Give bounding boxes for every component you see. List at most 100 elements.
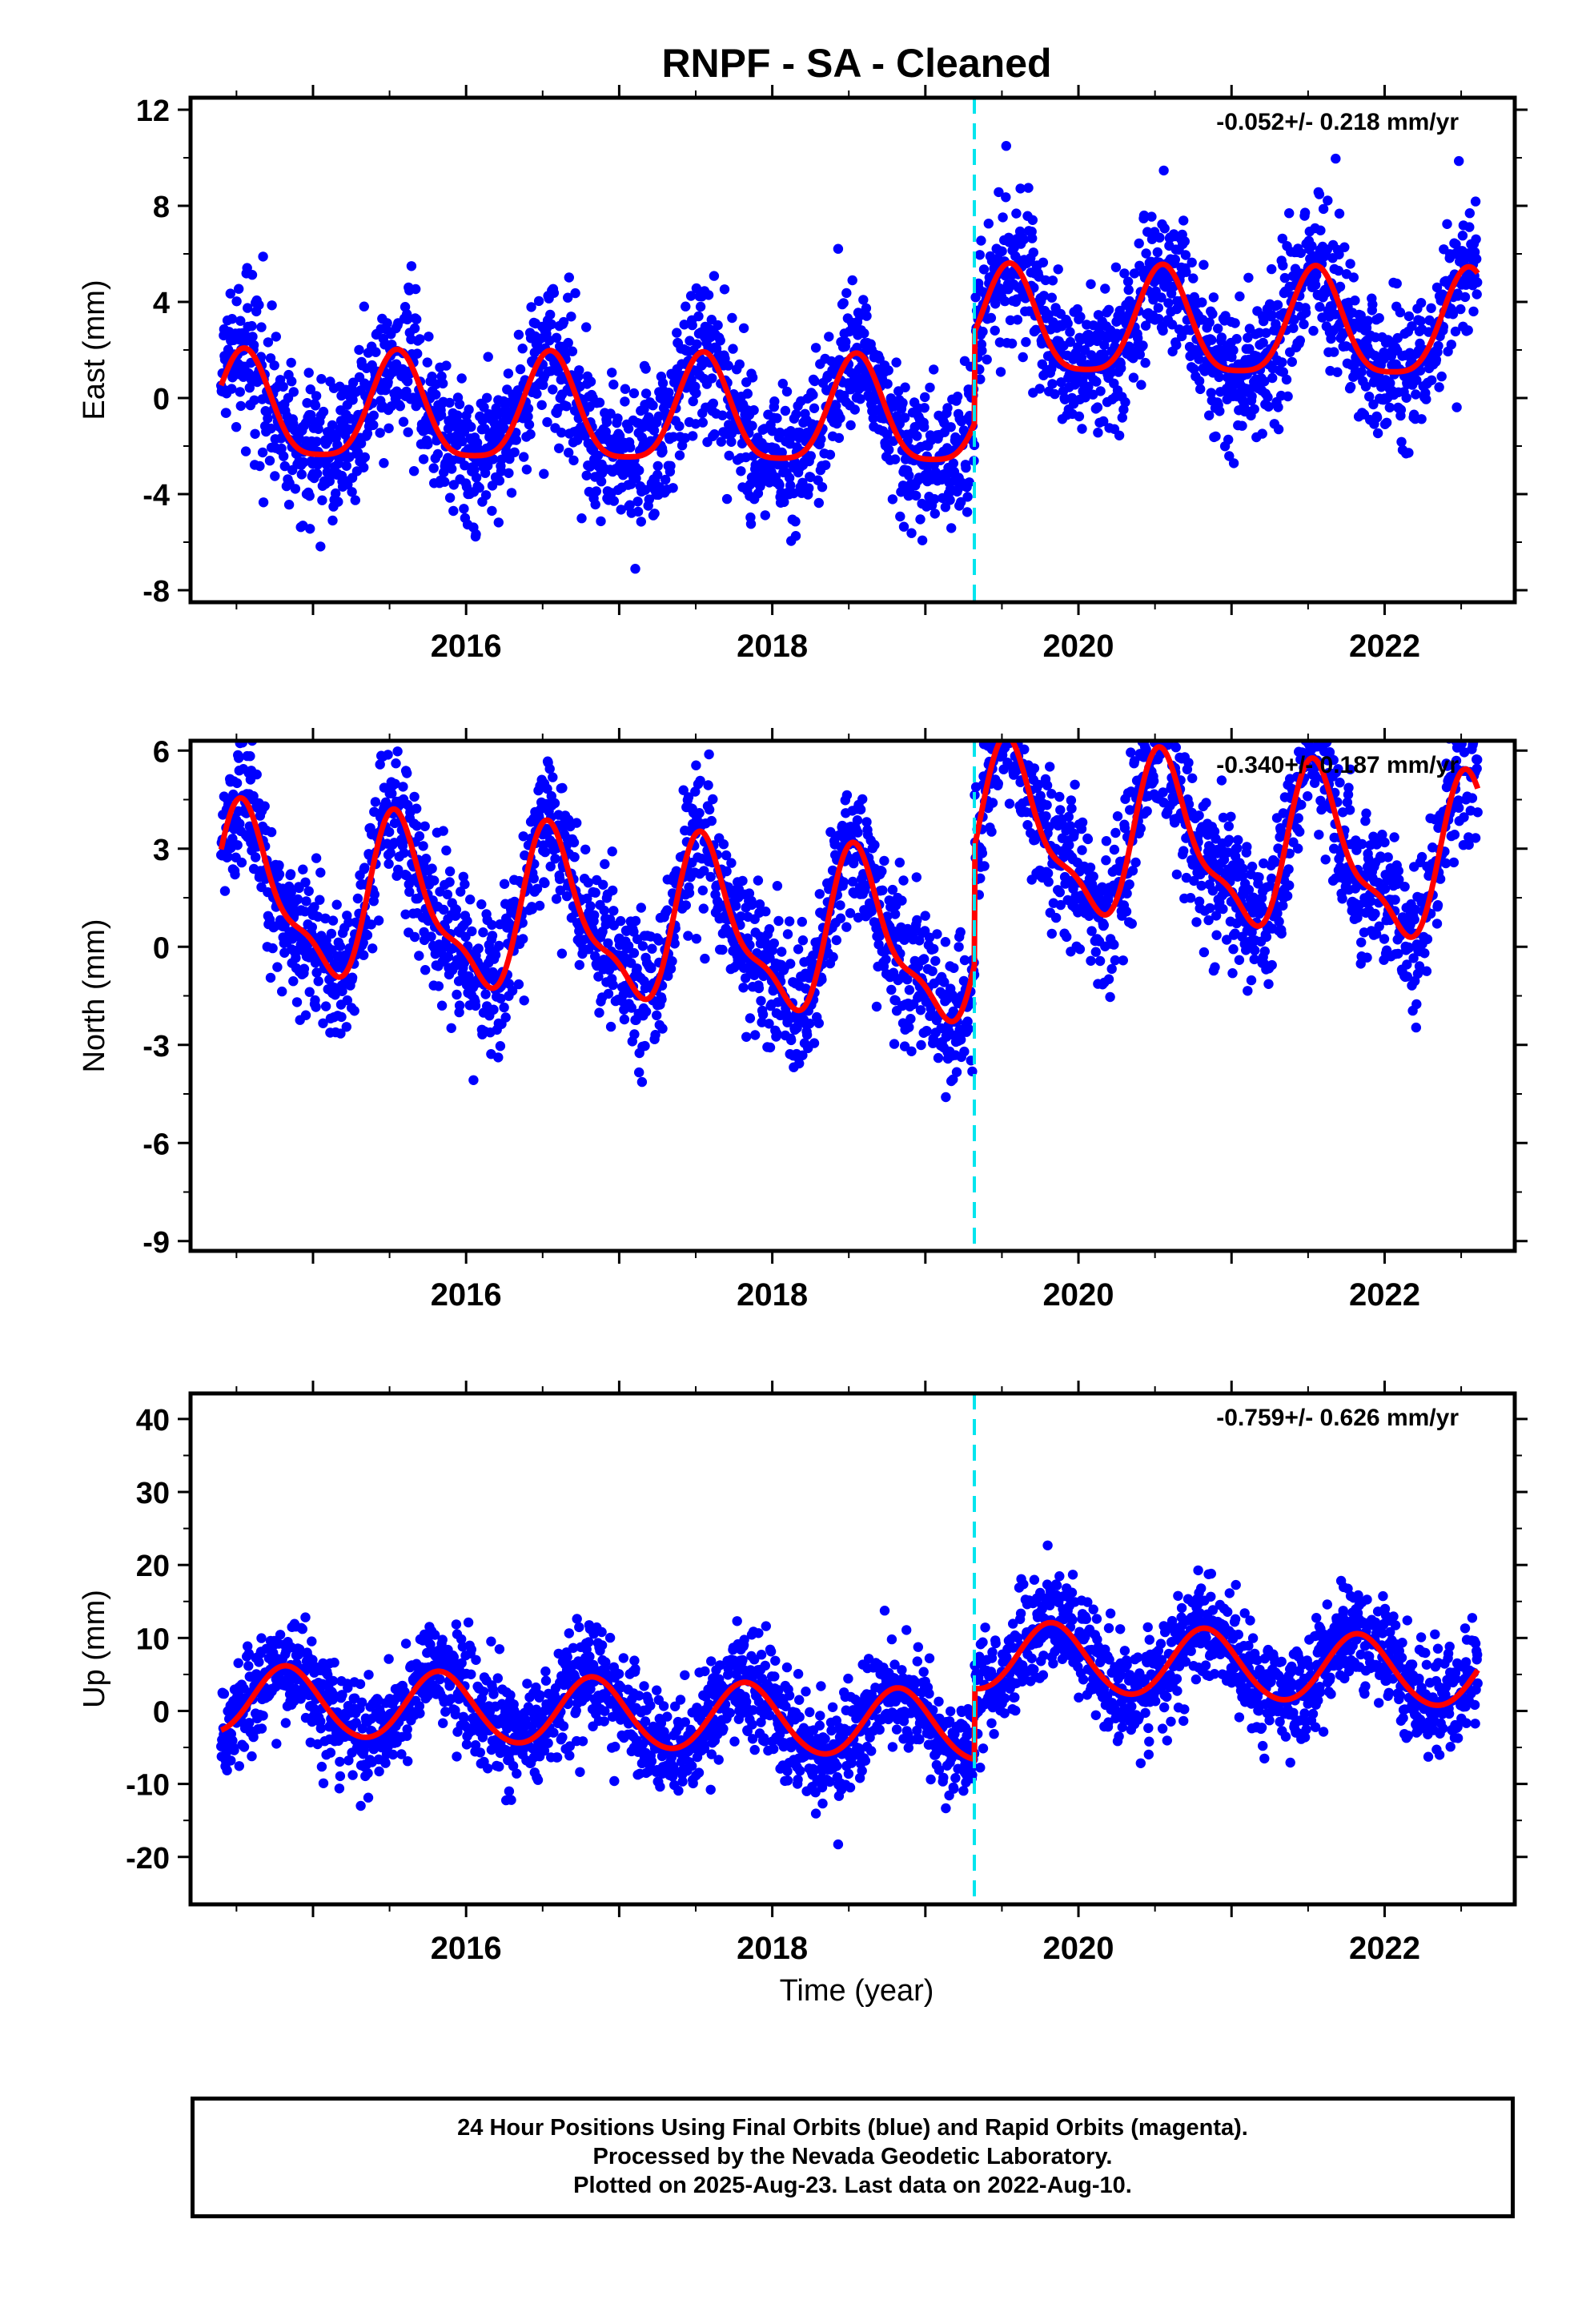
north-point [1110, 955, 1121, 966]
east-point [1267, 263, 1277, 275]
east-point [958, 425, 970, 436]
north-point [383, 750, 393, 760]
north-point [1163, 709, 1173, 718]
north-point [1045, 762, 1055, 772]
east-point [279, 451, 289, 461]
east-point [1119, 268, 1130, 279]
east-point [1146, 211, 1157, 222]
east-point [721, 493, 733, 505]
east-point [1195, 384, 1206, 395]
north-point [1147, 714, 1157, 723]
east-point [1446, 340, 1457, 350]
east-point [1091, 376, 1102, 387]
east-point [558, 316, 569, 328]
north-point [341, 1022, 351, 1032]
north-point [667, 956, 677, 967]
east-point [1046, 292, 1058, 303]
east-point [845, 420, 856, 431]
east-point [956, 497, 966, 508]
north-point [496, 993, 506, 1004]
north-point [669, 939, 680, 949]
east-point [1053, 264, 1063, 275]
east-point [402, 314, 412, 325]
north-point [1002, 698, 1012, 707]
east-point [247, 320, 257, 332]
east-point [584, 461, 596, 472]
north-point [746, 899, 757, 911]
north-point [894, 857, 905, 868]
east-point [444, 397, 455, 408]
north-point [808, 950, 818, 961]
east-point [1038, 257, 1049, 267]
north-point [561, 891, 572, 902]
north-point [1150, 712, 1160, 722]
east-point [769, 396, 780, 407]
north-point [1004, 694, 1014, 704]
east-point [1213, 324, 1223, 334]
east-point [1086, 279, 1096, 289]
north-point [765, 1042, 776, 1053]
north-point [495, 1041, 506, 1051]
east-point [1223, 434, 1234, 445]
north-point [757, 1009, 769, 1020]
east-point [515, 364, 526, 375]
north-point [1086, 926, 1097, 936]
north-point [605, 1021, 616, 1032]
north-point [473, 943, 484, 954]
east-point [1142, 227, 1153, 237]
east-point [311, 391, 322, 401]
north-point [223, 851, 233, 862]
north-point [359, 862, 370, 873]
north-point [1158, 787, 1168, 798]
east-point [1257, 428, 1267, 439]
north-point [369, 889, 379, 900]
north-point [1183, 799, 1195, 810]
north-point [607, 846, 617, 857]
north-point [959, 1046, 970, 1057]
north-point [327, 915, 339, 926]
east-point [1208, 292, 1219, 303]
east-xtick-label: 2016 [431, 629, 502, 664]
east-point [444, 493, 456, 503]
north-point [311, 853, 322, 863]
east-point [859, 328, 869, 339]
east-point [1181, 267, 1191, 277]
east-point [263, 337, 274, 348]
east-point [382, 318, 392, 328]
north-point [990, 707, 999, 717]
north-point [1000, 683, 1010, 693]
north-point [264, 915, 275, 925]
east-point [594, 397, 605, 408]
east-point [1460, 292, 1471, 303]
east-point [310, 400, 321, 411]
east-point [962, 492, 973, 502]
east-point [946, 523, 957, 533]
east-point [672, 328, 682, 338]
east-point [919, 422, 930, 432]
north-point [857, 794, 868, 805]
east-point [1471, 234, 1481, 244]
north-point [518, 831, 528, 842]
east-point [521, 464, 532, 475]
east-point [1415, 316, 1426, 327]
east-point [634, 465, 644, 476]
north-point [589, 910, 600, 921]
east-point [333, 497, 343, 507]
north-point [259, 801, 270, 811]
east-point [1447, 309, 1459, 320]
east-point [539, 468, 549, 479]
east-point [596, 476, 607, 487]
north-point [683, 792, 694, 802]
north-point [911, 872, 922, 883]
east-point [824, 332, 834, 342]
north-point [982, 722, 992, 732]
north-point [1082, 834, 1094, 845]
north-point [955, 927, 966, 938]
east-point [456, 373, 467, 384]
east-point [386, 401, 396, 412]
north-point [433, 981, 444, 991]
north-point [1021, 701, 1030, 710]
east-point [1263, 392, 1273, 403]
north-point [320, 913, 331, 924]
east-point [1028, 247, 1039, 258]
